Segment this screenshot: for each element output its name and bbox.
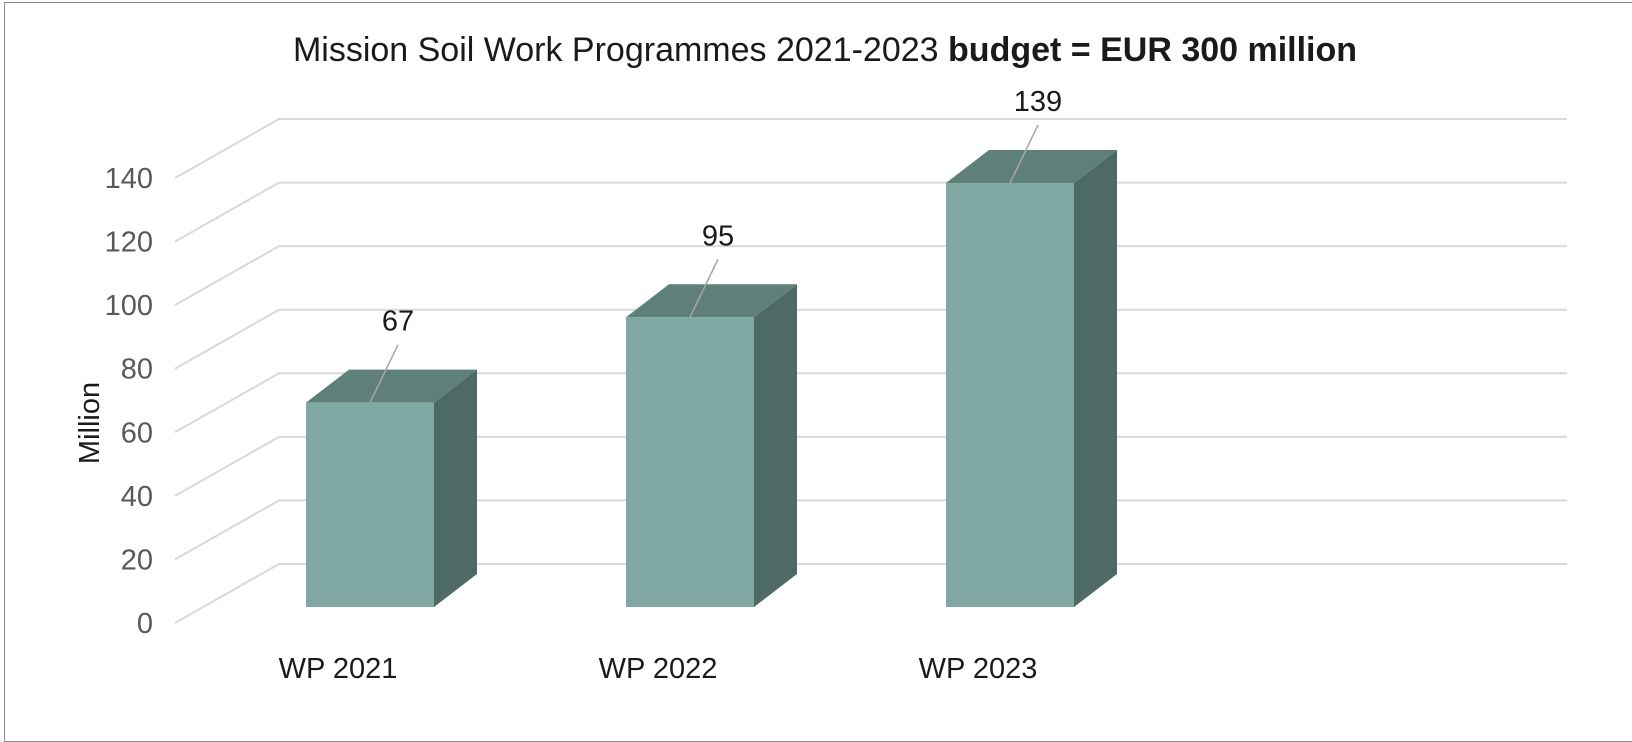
gridline-1	[174, 499, 1567, 561]
data-label-leader-0	[369, 344, 399, 403]
data-label-0: 67	[382, 306, 414, 338]
y-tick-label-6: 120	[105, 227, 153, 259]
y-tick-label-4: 80	[121, 354, 153, 386]
data-label-leader-1	[689, 258, 719, 318]
y-tick-label-0: 0	[137, 608, 153, 640]
bar-top-1	[626, 284, 797, 318]
chart-title-main: Mission Soil Work Programmes 2021-2023	[293, 31, 939, 69]
y-tick-label-2: 40	[121, 481, 153, 513]
gridline-5	[174, 245, 1567, 307]
gridline-7	[174, 118, 1567, 179]
gridline-2	[174, 435, 1567, 497]
bar-side-1	[754, 284, 797, 607]
gridline-0	[174, 563, 1567, 624]
bars	[306, 150, 1117, 608]
data-label-1: 95	[702, 220, 734, 252]
gridline-3	[174, 372, 1567, 434]
bar-top-2	[946, 150, 1117, 184]
chart-title: Mission Soil Work Programmes 2021-2023 b…	[293, 31, 1357, 69]
bar-0	[306, 402, 434, 607]
bar-2	[946, 183, 1074, 608]
gridline-4	[174, 308, 1567, 370]
bar-side-2	[1074, 150, 1117, 608]
grid-layer	[174, 118, 1567, 624]
chart-svg: Mission Soil Work Programmes 2021-2023 b…	[74, 31, 1567, 685]
y-axis-title: Million	[74, 382, 106, 464]
category-labels: WP 2021 WP 2022 WP 2023	[279, 653, 1038, 685]
y-tick-label-5: 100	[105, 290, 153, 322]
data-label-leader-2	[1009, 124, 1039, 184]
gridline-6	[174, 181, 1567, 243]
category-label-2: WP 2023	[919, 653, 1038, 685]
data-labels: 67 95 139	[369, 86, 1062, 403]
y-tick-label-3: 60	[121, 417, 153, 449]
y-tick-label-7: 140	[105, 163, 153, 195]
chart-title-bold: budget = EUR 300 million	[948, 31, 1357, 69]
data-label-2: 139	[1014, 86, 1062, 118]
category-label-1: WP 2022	[599, 653, 718, 685]
bar-top-0	[306, 369, 477, 403]
category-label-0: WP 2021	[279, 653, 398, 685]
bar-1	[626, 317, 754, 607]
y-tick-label-1: 20	[121, 544, 153, 576]
y-tick-labels: 0 20 40 60 80 100 120 140	[105, 163, 153, 640]
bar-side-0	[434, 369, 477, 607]
chart-title-space	[939, 31, 948, 69]
chart-frame: Mission Soil Work Programmes 2021-2023 b…	[4, 2, 1632, 742]
